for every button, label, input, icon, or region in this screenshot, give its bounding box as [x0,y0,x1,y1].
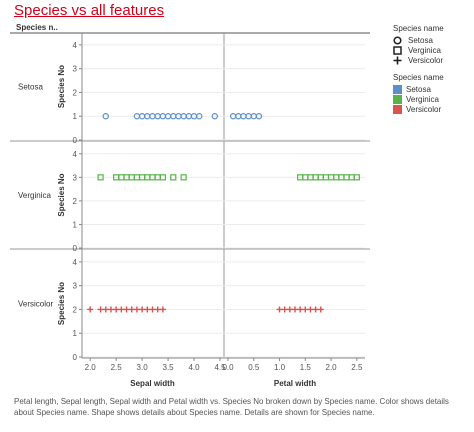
y-tick-label: 4 [73,150,78,159]
data-point-plus [139,306,146,313]
legend-color-item: Versicolor [393,104,473,114]
data-point-plus [154,306,161,313]
legend-color-list: Setosa Verginica Versicolor [393,84,473,114]
legend-color-item: Setosa [393,84,473,94]
y-tick-label: 2 [73,305,78,314]
data-point-square [97,174,104,181]
data-point-plus [133,306,140,313]
legend-shape-item: Setosa [393,35,473,45]
legend-shape-list: Setosa Verginica Versicolor [393,35,473,65]
data-point-circle [102,113,109,120]
circle-icon [393,35,405,45]
data-point-plus [302,306,309,313]
y-tick-label: 0 [73,244,78,253]
x-tick-label: 3.0 [137,363,149,372]
data-point-square [159,174,166,181]
x-tick-label: 2.5 [351,363,363,372]
legend-shape-title: Species name [393,24,444,33]
data-point-square [353,174,360,181]
legend-color-label: Setosa [406,84,431,94]
data-point-plus [102,306,109,313]
y-tick-label: 3 [73,282,78,291]
x-axis-title: Petal width [274,379,316,388]
x-tick-label: 1.0 [274,363,286,372]
y-tick-label: 3 [73,173,78,182]
data-point-plus [87,306,94,313]
y-tick-label: 1 [73,112,78,121]
data-point-square [170,174,177,181]
y-tick-label: 4 [73,258,78,267]
legend-shape-label: Versicolor [408,55,444,65]
legend-shape-item: Verginica [393,45,473,55]
data-point-plus [149,306,156,313]
legend-color-swatch [393,94,402,104]
y-tick-label: 3 [73,65,78,74]
data-point-plus [317,306,324,313]
data-point-plus [286,306,293,313]
row-label: Setosa [18,83,43,92]
x-tick-label: 3.5 [163,363,175,372]
chart-caption: Petal length, Sepal length, Sepal width … [14,397,449,417]
legend-color-label: Versicolor [406,104,442,114]
row-header: Species n.. [16,23,58,32]
y-axis-title: Species No [57,65,66,108]
data-point-circle [211,113,219,120]
data-point-plus [97,306,104,313]
y-tick-label: 2 [73,88,78,97]
row-label: Versicolor [18,300,53,309]
square-icon [393,45,405,55]
y-axis-title: Species No [57,173,66,216]
x-tick-label: 0.0 [222,363,234,372]
data-point-plus [276,306,283,313]
y-tick-label: 2 [73,197,78,206]
data-point-plus [297,306,304,313]
legend-shape-label: Verginica [408,45,441,55]
data-point-plus [107,306,114,313]
legend-color-title: Species name [393,73,444,82]
legend-color-swatch [393,84,402,94]
data-point-circle [255,113,263,120]
data-point-plus [312,306,319,313]
legend-color-swatch [393,104,402,114]
y-tick-label: 0 [73,353,78,362]
data-point-plus [113,306,120,313]
data-point-square [180,174,187,181]
legend-shape-item: Versicolor [393,55,473,65]
scatter-chart: Species n.. Setosa Species No 0 1 2 3 4 Verginic… [10,23,370,388]
x-tick-label: 2.5 [111,363,123,372]
plus-icon [393,56,405,65]
data-point-plus [307,306,314,313]
legend-shape-label: Setosa [408,35,433,45]
x-axis-title: Sepal width [130,379,175,388]
legend-color-label: Verginica [406,94,439,104]
x-tick-label: 1.5 [300,363,312,372]
data-point-circle [196,113,203,120]
y-tick-label: 4 [73,41,78,50]
x-tick-label: 4.5 [214,363,226,372]
row-label: Verginica [18,191,51,200]
data-point-plus [128,306,135,313]
legend: Species name Setosa Verginica Versicolor S… [393,24,473,114]
data-point-plus [159,306,166,313]
data-point-plus [123,306,130,313]
y-tick-label: 1 [73,220,78,229]
legend-color-item: Verginica [393,94,473,104]
data-point-plus [144,306,151,313]
x-tick-label: 4.0 [188,363,200,372]
y-tick-label: 0 [73,136,78,145]
chart-title: Species vs all features [14,2,165,19]
y-axis-title: Species No [57,282,66,325]
x-tick-label: 0.5 [248,363,260,372]
data-point-plus [118,306,125,313]
x-tick-label: 2.0 [326,363,338,372]
data-point-plus [281,306,288,313]
x-tick-label: 2.0 [85,363,97,372]
data-point-plus [292,306,298,313]
y-tick-label: 1 [73,329,78,338]
